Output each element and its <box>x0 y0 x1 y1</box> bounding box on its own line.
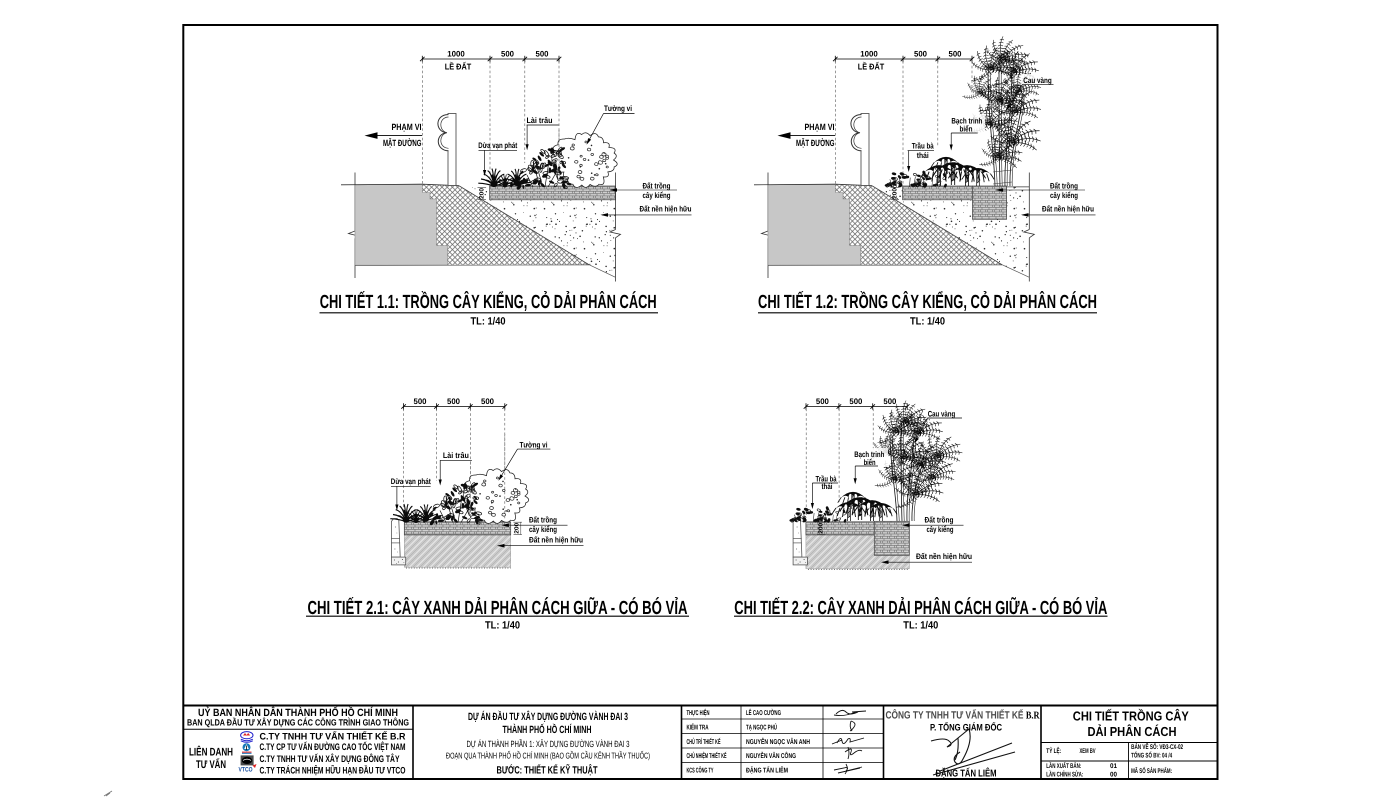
svg-text:cây kiểng: cây kiểng <box>927 525 954 534</box>
svg-text:BƯỚC: THIẾT KẾ KỸ THUẬT: BƯỚC: THIẾT KẾ KỸ THUẬT <box>497 763 598 776</box>
svg-text:Dừa vạn phát: Dừa vạn phát <box>391 477 431 486</box>
svg-text:KCS CÔNG TY: KCS CÔNG TY <box>687 766 714 775</box>
svg-text:C.TY TNHH TƯ VẤN THIẾT KẾ B.R: C.TY TNHH TƯ VẤN THIẾT KẾ B.R <box>260 730 406 742</box>
svg-text:Đất trồng: Đất trồng <box>643 182 671 191</box>
svg-text:BẢN VẼ SỐ: VĐ3-CX-02: BẢN VẼ SỐ: VĐ3-CX-02 <box>1131 742 1183 751</box>
svg-text:Đất trồng: Đất trồng <box>925 515 954 524</box>
svg-text:Đất trồng: Đất trồng <box>529 515 557 524</box>
svg-text:500: 500 <box>481 397 495 406</box>
svg-text:CHI TIẾT 1.2: TRỒNG CÂY KIỂNG,: CHI TIẾT 1.2: TRỒNG CÂY KIỂNG, CỎ DẢI PH… <box>758 290 1097 313</box>
svg-text:C.TY CP TƯ VẤN ĐƯỜNG CAO TỐC V: C.TY CP TƯ VẤN ĐƯỜNG CAO TỐC VIỆT NAM <box>260 741 406 753</box>
svg-text:C.TY TRÁCH NHIỆM HỮU HẠN ĐẦU: C.TY TRÁCH NHIỆM HỮU HẠN ĐẦU TƯ VTCO <box>260 764 406 776</box>
svg-text:UỶ BAN NHÂN DÂN THÀNH PHỐ HỒ C: UỶ BAN NHÂN DÂN THÀNH PHỐ HỒ CHÍ MINH <box>198 706 398 719</box>
svg-text:TỶ LỆ:: TỶ LỆ: <box>1046 746 1061 755</box>
svg-text:Trầu bà: Trầu bà <box>912 142 934 151</box>
svg-text:TỔNG SỐ BV: 04 /4: TỔNG SỐ BV: 04 /4 <box>1131 751 1172 760</box>
svg-text:CHI TIẾT 1.1: TRỒNG CÂY KIỂNG,: CHI TIẾT 1.1: TRỒNG CÂY KIỂNG, CỎ DẢI PH… <box>320 290 657 313</box>
svg-text:Đất nền hiện hữu: Đất nền hiện hữu <box>529 536 583 545</box>
svg-text:cây kiểng: cây kiểng <box>1050 191 1078 200</box>
svg-text:CHI TIẾT 2.2: CÂY XANH DẢI PHÂ: CHI TIẾT 2.2: CÂY XANH DẢI PHÂN CÁCH GIỮ… <box>734 596 1107 619</box>
svg-text:CÔNG TY TNHH TƯ VẤN THIẾT KẾ B: CÔNG TY TNHH TƯ VẤN THIẾT KẾ B.R <box>886 709 1040 722</box>
svg-text:LÊ CAO CƯỜNG: LÊ CAO CƯỜNG <box>746 708 781 717</box>
svg-text:biển: biển <box>960 125 973 134</box>
svg-text:NGUYỄN NGỌC VÂN ANH: NGUYỄN NGỌC VÂN ANH <box>746 737 810 746</box>
svg-text:500: 500 <box>414 397 428 406</box>
svg-text:Dừa vạn phát: Dừa vạn phát <box>478 141 517 150</box>
svg-text:Cau vàng: Cau vàng <box>1023 76 1052 85</box>
svg-text:Trầu bà: Trầu bà <box>816 475 837 484</box>
svg-text:C.TY TNHH TƯ VẤN XÂY DỰNG ĐÔNG: C.TY TNHH TƯ VẤN XÂY DỰNG ĐÔNG TÂY <box>260 753 400 765</box>
svg-text:DỰ ÁN ĐẦU TƯ XÂY DỰNG ĐƯỜNG VÀ: DỰ ÁN ĐẦU TƯ XÂY DỰNG ĐƯỜNG VÀNH ĐAI 3 <box>468 710 628 723</box>
svg-text:00: 00 <box>1110 771 1117 778</box>
svg-text:MẶT ĐƯỜNG: MẶT ĐƯỜNG <box>383 138 422 148</box>
svg-text:KIỂM TRA: KIỂM TRA <box>687 722 709 731</box>
svg-text:BAN QLDA ĐẦU TƯ XÂY DỰNG CÁC C: BAN QLDA ĐẦU TƯ XÂY DỰNG CÁC CÔNG TRÌNH … <box>187 717 409 728</box>
svg-text:Lài trâu: Lài trâu <box>527 116 553 125</box>
svg-text:Cau vàng: Cau vàng <box>928 410 956 419</box>
svg-text:500: 500 <box>447 397 461 406</box>
svg-text:cây kiểng: cây kiểng <box>529 525 557 534</box>
svg-text:Đất nền hiện hữu: Đất nền hiện hữu <box>916 552 972 561</box>
svg-text:01: 01 <box>1110 763 1117 770</box>
svg-text:THÀNH PHỐ HỒ CHÍ MINH: THÀNH PHỐ HỒ CHÍ MINH <box>503 723 592 736</box>
svg-text:P. TỔNG GIÁM ĐỐC: P. TỔNG GIÁM ĐỐC <box>930 721 1002 733</box>
svg-text:TL: 1/40: TL: 1/40 <box>903 619 938 631</box>
svg-text:DỰ ÁN THÀNH PHẦN 1: XÂY DỰNG Đ: DỰ ÁN THÀNH PHẦN 1: XÂY DỰNG ĐƯỜNG VÀNH … <box>467 738 630 749</box>
svg-text:Lài trâu: Lài trâu <box>443 451 469 460</box>
svg-text:thái: thái <box>822 482 833 491</box>
svg-text:DẢI PHÂN CÁCH: DẢI PHÂN CÁCH <box>1088 724 1177 739</box>
svg-text:200: 200 <box>478 187 485 199</box>
svg-text:Bạch trinh: Bạch trinh <box>854 450 884 459</box>
svg-text:TL: 1/40: TL: 1/40 <box>910 315 945 327</box>
svg-text:biển: biển <box>864 458 876 467</box>
svg-text:TL: 1/40: TL: 1/40 <box>485 619 520 631</box>
svg-text:THỰC HIỆN: THỰC HIỆN <box>687 708 710 717</box>
svg-text:200: 200 <box>891 187 898 199</box>
svg-text:CHI TIẾT TRỒNG CÂY: CHI TIẾT TRỒNG CÂY <box>1073 708 1189 723</box>
svg-text:ĐẶNG TẤN LIÊM: ĐẶNG TẤN LIÊM <box>746 766 788 775</box>
svg-text:Tường vi: Tường vi <box>520 440 548 449</box>
svg-text:LẦN XUẤT BẢN:: LẦN XUẤT BẢN: <box>1046 761 1081 770</box>
svg-text:XEM BV: XEM BV <box>1080 748 1096 755</box>
svg-text:500: 500 <box>536 50 550 59</box>
svg-text:TƯ VẤN: TƯ VẤN <box>196 758 226 771</box>
svg-text:cây kiểng: cây kiểng <box>643 191 671 200</box>
svg-text:Tường vi: Tường vi <box>604 104 632 113</box>
svg-text:LIÊN DANH: LIÊN DANH <box>189 746 233 759</box>
svg-text:ĐOẠN QUA THÀNH PHỐ HỒ CHÍ MINH: ĐOẠN QUA THÀNH PHỐ HỒ CHÍ MINH (BAO GỒM … <box>446 751 650 761</box>
svg-text:Bạch trinh: Bạch trinh <box>951 116 982 125</box>
svg-text:TL: 1/40: TL: 1/40 <box>471 315 506 327</box>
svg-text:1000: 1000 <box>447 50 465 59</box>
svg-text:200: 200 <box>817 522 824 534</box>
svg-text:Đất nền hiện hữu: Đất nền hiện hữu <box>640 205 692 214</box>
svg-text:MÃ SỐ SẢN PHẨM:: MÃ SỐ SẢN PHẨM: <box>1131 766 1172 775</box>
svg-text:500: 500 <box>501 50 515 59</box>
svg-text:CHỦ TRÌ THIẾT KẾ: CHỦ TRÌ THIẾT KẾ <box>687 737 721 746</box>
svg-text:thái: thái <box>917 151 929 160</box>
svg-text:ĐẶNG TẤN LIÊM: ĐẶNG TẤN LIÊM <box>936 768 997 780</box>
svg-text:LỀ ĐẤT: LỀ ĐẤT <box>445 62 472 72</box>
svg-text:CHI TIẾT 2.1: CÂY XANH DẢI PHÂ: CHI TIẾT 2.1: CÂY XANH DẢI PHÂN CÁCH GIỮ… <box>308 596 688 619</box>
svg-text:Đất nền hiện hữu: Đất nền hiện hữu <box>1042 205 1094 214</box>
svg-text:NGUYỄN VĂN CÔNG: NGUYỄN VĂN CÔNG <box>746 751 796 760</box>
svg-text:PHẠM VI: PHẠM VI <box>392 122 422 132</box>
svg-text:CHỦ NHIỆM THIẾT KẾ: CHỦ NHIỆM THIẾT KẾ <box>687 751 727 760</box>
svg-text:200: 200 <box>514 522 521 534</box>
svg-text:VTCO: VTCO <box>239 767 253 774</box>
svg-text:TẠ NGỌC PHÚ: TẠ NGỌC PHÚ <box>746 722 777 731</box>
svg-text:Đất trồng: Đất trồng <box>1050 182 1078 191</box>
svg-text:LẦN CHỈNH SỬA:: LẦN CHỈNH SỬA: <box>1046 769 1083 778</box>
